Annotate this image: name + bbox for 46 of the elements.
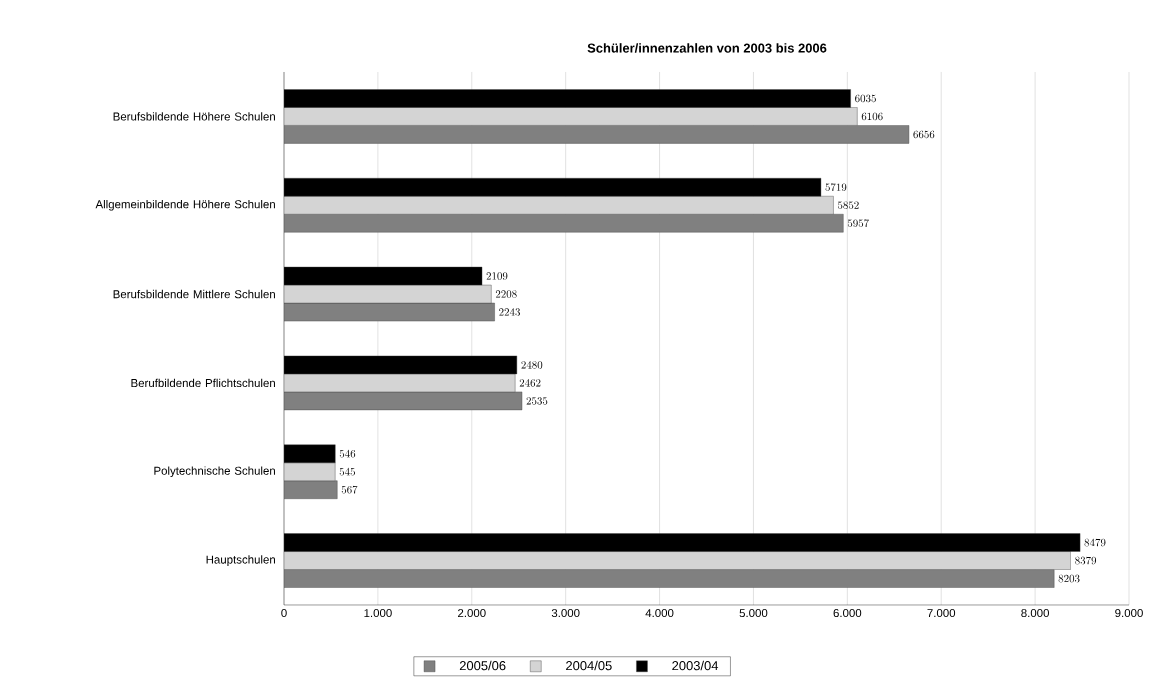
data-label: 5852	[838, 201, 859, 209]
x-tick-label: 4.000	[645, 609, 674, 618]
y-tick-label: Hauptschulen	[206, 555, 275, 566]
bar	[284, 196, 834, 215]
data-label: 2535	[526, 397, 548, 405]
bar	[284, 569, 1055, 588]
data-label: 2243	[499, 308, 520, 316]
y-tick-label: Berufsbildende Höhere Schulen	[113, 112, 275, 121]
y-tick-label: Berufsbildende Mittlere Schulen	[113, 289, 275, 299]
data-label: 6106	[861, 112, 883, 121]
data-label: 545	[339, 467, 355, 476]
data-label: 2462	[519, 379, 541, 387]
y-tick-label: Berufbildende Pflichtschulen	[131, 378, 275, 388]
data-label: 2208	[495, 290, 517, 298]
bar	[284, 125, 910, 144]
data-label: 546	[339, 449, 356, 458]
x-tick-label: 3.000	[551, 609, 580, 618]
legend-label: 2003/04	[672, 660, 719, 671]
chart-title: Schüler/innenzahlen von 2003 bis 2006	[587, 43, 827, 53]
bar	[284, 214, 844, 233]
data-label: 5719	[825, 183, 847, 191]
bar	[284, 480, 338, 499]
x-tick-label: 5.000	[739, 609, 768, 618]
data-label: 8479	[1084, 538, 1106, 547]
x-tick-label: 2.000	[458, 609, 486, 618]
x-tick-label: 0	[281, 609, 287, 618]
legend-label: 2005/06	[459, 660, 506, 671]
data-label: 567	[341, 485, 358, 494]
data-label: 6035	[855, 94, 876, 103]
data-label: 6656	[913, 130, 935, 139]
legend-label: 2004/05	[566, 660, 612, 671]
x-tick-label: 8.000	[1021, 609, 1049, 618]
data-label: 8379	[1075, 556, 1097, 565]
bar	[284, 551, 1071, 570]
data-label: 2109	[486, 272, 508, 280]
data-label: 8203	[1058, 574, 1080, 583]
bar	[284, 462, 336, 481]
x-tick-label: 7.000	[927, 609, 956, 618]
y-tick-label: Polytechnische Schulen	[154, 466, 275, 478]
y-tick-label: Allgemeinbildende Höhere Schulen	[95, 199, 275, 211]
data-label: 5957	[847, 219, 869, 227]
bar	[284, 107, 858, 126]
x-tick-label: 1.000	[364, 609, 392, 618]
data-label: 2480	[521, 361, 543, 369]
x-tick-label: 6.000	[833, 609, 862, 618]
x-tick-label: 9.000	[1115, 609, 1143, 618]
